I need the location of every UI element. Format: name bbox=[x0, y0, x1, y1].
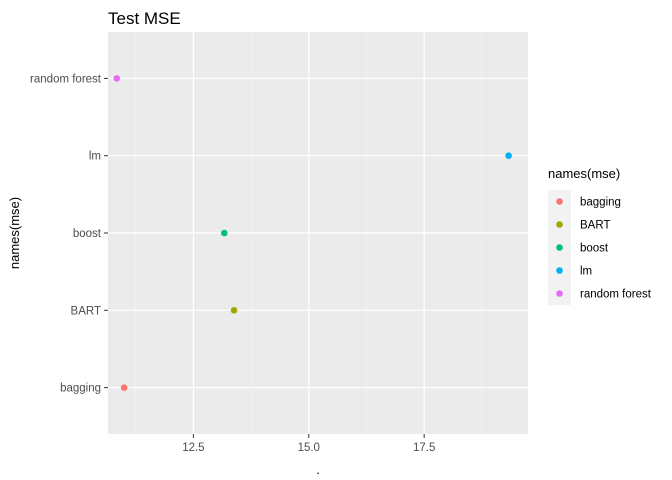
y-tick-label: random forest bbox=[30, 73, 102, 85]
x-tick-label: 12.5 bbox=[182, 442, 204, 454]
y-tick-label: boost bbox=[73, 228, 102, 240]
y-axis-title: names(mse) bbox=[7, 197, 22, 269]
legend-label: random forest bbox=[580, 289, 652, 301]
data-points bbox=[113, 75, 512, 391]
y-tick-label: bagging bbox=[60, 383, 101, 395]
y-axis: bagging BART boost lm random forest bbox=[30, 73, 108, 395]
legend-marker bbox=[556, 244, 563, 251]
legend-label: lm bbox=[580, 266, 592, 278]
legend-title: names(mse) bbox=[548, 166, 620, 181]
data-point bbox=[221, 229, 228, 237]
x-tick-label: 17.5 bbox=[413, 442, 435, 454]
legend-marker bbox=[556, 290, 563, 297]
legend-marker bbox=[556, 198, 563, 205]
data-point bbox=[505, 152, 512, 159]
data-point bbox=[120, 384, 128, 391]
x-axis-title: . bbox=[316, 462, 320, 477]
major-gridlines bbox=[108, 32, 528, 434]
legend-label: boost bbox=[580, 243, 609, 255]
legend-label: bagging bbox=[580, 197, 621, 209]
chart-title: Test MSE bbox=[108, 9, 181, 28]
legend-marker bbox=[556, 267, 563, 274]
y-tick-label: BART bbox=[71, 305, 101, 317]
x-tick-label: 15.0 bbox=[298, 442, 320, 454]
legend-marker bbox=[556, 221, 563, 228]
legend: names(mse) bagging BART boost lm random fore… bbox=[548, 166, 652, 305]
legend-entries: bagging BART boost lm random forest bbox=[548, 190, 652, 305]
y-tick-label: lm bbox=[89, 151, 101, 163]
x-axis: 12.5 15.0 17.5 bbox=[182, 434, 435, 454]
data-point bbox=[230, 307, 238, 314]
data-point bbox=[113, 75, 121, 82]
legend-label: BART bbox=[580, 220, 610, 232]
